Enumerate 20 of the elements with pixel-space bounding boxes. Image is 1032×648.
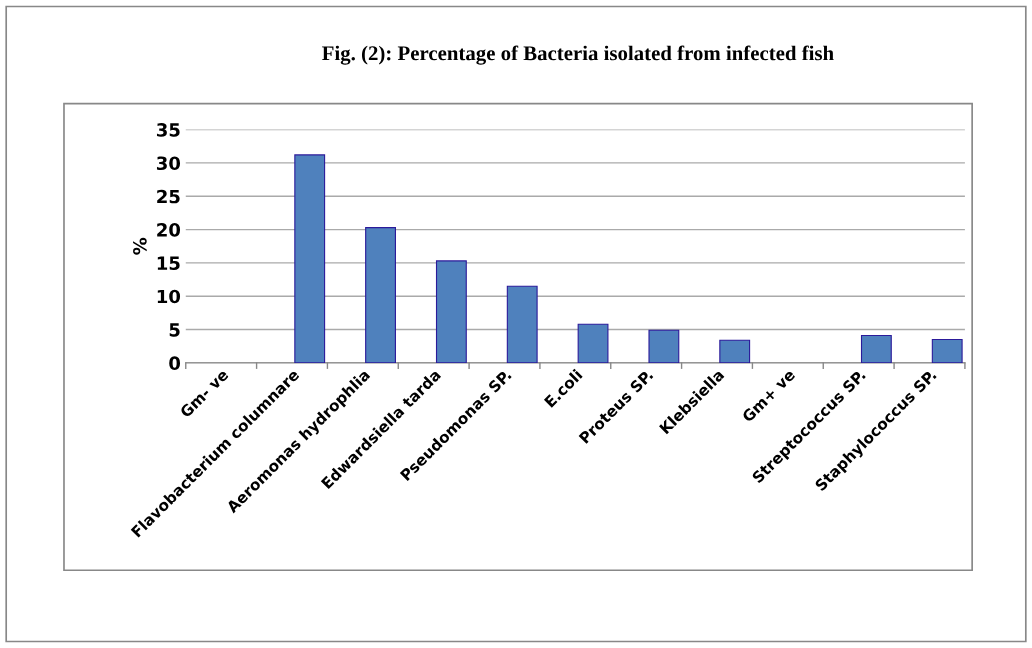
y-tick-label: 25 (157, 189, 180, 204)
y-tick-label: 5 (169, 323, 180, 337)
bar (931, 338, 963, 363)
bar (435, 260, 467, 363)
y-tick-label: 15 (157, 256, 180, 271)
y-tick-label: 10 (157, 289, 181, 304)
x-tick-label: Gm- ve (179, 368, 230, 419)
bar (719, 339, 751, 363)
bar (577, 323, 609, 363)
y-tick-label: 35 (156, 123, 180, 137)
y-tick-label: 0 (169, 356, 181, 370)
chart-title: Fig. (2): Percentage of Bacteria isolated from infected fish (322, 45, 834, 65)
bar (365, 227, 396, 363)
bar (506, 285, 538, 363)
bar (860, 334, 892, 363)
y-tick-label: 30 (156, 156, 181, 171)
bar (294, 154, 326, 363)
y-tick-label: 20 (157, 223, 181, 237)
y-axis-title: % (133, 237, 147, 255)
bar (648, 329, 680, 363)
